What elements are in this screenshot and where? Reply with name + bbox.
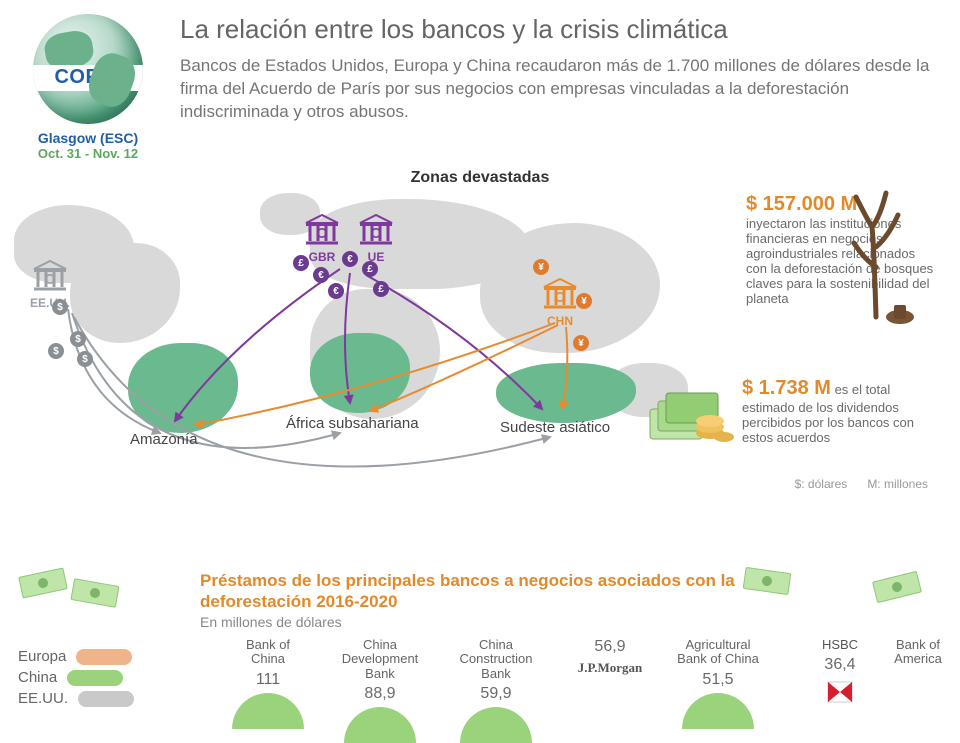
- currency-coin: £: [362, 261, 378, 277]
- bank-loan-col: ChinaDevelopmentBank88,9: [330, 638, 430, 743]
- currency-legend: $: dólares M: millones: [795, 477, 928, 491]
- logo-city: Glasgow (ESC): [18, 130, 158, 146]
- banknote-icon: [872, 571, 922, 603]
- currency-coin: ¥: [576, 293, 592, 309]
- bank-loan-col: Bank ofAmerica: [868, 638, 960, 671]
- currency-coin: £: [293, 255, 309, 271]
- region-label-amazonia: Amazonía: [130, 431, 198, 448]
- currency-coin: $: [70, 331, 86, 347]
- legend-row: Europa: [18, 648, 134, 665]
- legend-row: EE.UU.: [18, 690, 134, 707]
- hsbc-logo-icon: [820, 678, 860, 706]
- region-label-asia: Sudeste asiático: [500, 419, 610, 436]
- currency-coin: $: [52, 299, 68, 315]
- banknote-icon: [70, 578, 119, 608]
- cop26-logo: COP26 Glasgow (ESC) Oct. 31 - Nov. 12: [18, 14, 158, 161]
- currency-coin: €: [313, 267, 329, 283]
- world-map: $ 157.000 M inyectaron las instituciones…: [10, 193, 950, 513]
- currency-coin: ¥: [573, 335, 589, 351]
- region-label-africa: África subsahariana: [286, 415, 419, 432]
- currency-coin: £: [373, 281, 389, 297]
- zonas-devastadas-label: Zonas devastadas: [0, 169, 960, 187]
- currency-coin: $: [48, 343, 64, 359]
- bank-loan-col: 56,9J.P.Morgan: [560, 638, 660, 676]
- bank-loan-col: AgriculturalBank of China51,5: [668, 638, 768, 729]
- region-legend: Europa China EE.UU.: [18, 648, 134, 711]
- loans-title: Préstamos de los principales bancos a ne…: [200, 570, 740, 613]
- bank-loan-col: Bank ofChina111: [218, 638, 318, 729]
- currency-coin: €: [328, 283, 344, 299]
- logo-dates: Oct. 31 - Nov. 12: [18, 146, 158, 161]
- loans-subtitle: En millones de dólares: [200, 614, 342, 630]
- stat-box-1738: $ 1.738 M es el total estimado de los di…: [742, 377, 942, 445]
- cash-stack-icon: [644, 383, 734, 458]
- page-title: La relación entre los bancos y la crisis…: [180, 14, 936, 45]
- dead-tree-icon: [836, 187, 926, 332]
- currency-coin: $: [77, 351, 93, 367]
- banknote-icon: [18, 567, 68, 598]
- page-subtitle: Bancos de Estados Unidos, Europa y China…: [180, 55, 936, 124]
- legend-row: China: [18, 669, 134, 686]
- bank-loan-col: ChinaConstructionBank59,9: [446, 638, 546, 743]
- banknote-icon: [743, 567, 792, 595]
- currency-coin: €: [342, 251, 358, 267]
- currency-coin: ¥: [533, 259, 549, 275]
- cop26-label: COP26: [33, 65, 143, 91]
- bank-icon-eu: UE: [354, 213, 398, 264]
